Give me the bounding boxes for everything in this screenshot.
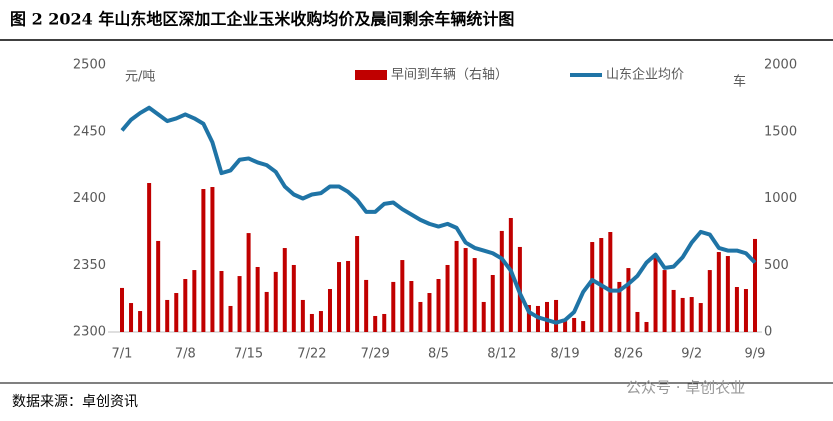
bar xyxy=(644,321,649,332)
x-tick-label: 7/1 xyxy=(112,347,133,362)
source: 数据来源：卓创资讯 xyxy=(12,394,138,410)
legend-label: 山东企业均价 xyxy=(606,67,684,83)
bar xyxy=(725,256,730,332)
bar xyxy=(219,270,224,332)
bar xyxy=(327,289,332,332)
bar xyxy=(617,281,622,332)
bar xyxy=(590,242,595,332)
bar xyxy=(300,299,305,332)
bar xyxy=(499,230,504,332)
bar xyxy=(463,248,468,332)
bar xyxy=(409,281,414,332)
x-tick-label: 9/9 xyxy=(745,347,766,362)
y-tick-label: 2350 xyxy=(73,258,106,273)
bar xyxy=(608,232,613,332)
bar xyxy=(346,260,351,332)
bar xyxy=(662,270,667,332)
bar xyxy=(472,258,477,332)
x-tick-label: 7/29 xyxy=(361,347,390,362)
bar xyxy=(436,279,441,332)
bar xyxy=(680,297,685,332)
bar xyxy=(147,183,152,332)
bar xyxy=(400,260,405,332)
line xyxy=(120,105,757,325)
bar xyxy=(490,274,495,332)
bar xyxy=(210,187,215,332)
x-tick-label: 8/26 xyxy=(614,347,643,362)
bar xyxy=(309,313,314,332)
bar xyxy=(734,287,739,332)
bar xyxy=(418,301,423,332)
bar xyxy=(635,311,640,332)
bar xyxy=(454,240,459,332)
bar xyxy=(689,297,694,332)
bar xyxy=(246,233,251,332)
bar xyxy=(545,301,550,332)
bar xyxy=(391,281,396,332)
bar xyxy=(671,289,676,332)
x-tick-label: 7/22 xyxy=(297,347,326,362)
legend-label: 早间到车辆（右轴） xyxy=(391,67,508,83)
bar xyxy=(554,299,559,332)
y2-tick-label: 1000 xyxy=(764,191,797,206)
bar xyxy=(237,276,242,332)
watermark: 公众号 · 卓创农业 xyxy=(626,379,745,397)
bar xyxy=(626,268,631,332)
bar xyxy=(282,248,287,332)
bar xyxy=(427,293,432,332)
chart-title: 图 2 2024 年山东地区深加工企业玉米收购均价及晨间剩余车辆统计图 xyxy=(10,10,514,29)
bar xyxy=(165,299,170,332)
bar xyxy=(273,271,278,332)
bar xyxy=(481,301,486,332)
x-tick-label: 7/15 xyxy=(234,347,263,362)
bar xyxy=(192,270,197,332)
bar xyxy=(526,305,531,332)
y2-tick-label: 1500 xyxy=(764,124,797,139)
bar xyxy=(255,266,260,332)
bar xyxy=(382,313,387,332)
x-tick-label: 8/5 xyxy=(428,347,449,362)
legend-swatch xyxy=(355,70,387,80)
bar xyxy=(707,270,712,332)
bar xyxy=(355,236,360,332)
y2-axis-label: 车 xyxy=(733,74,746,90)
bar xyxy=(174,293,179,332)
x-tick-label: 9/2 xyxy=(681,347,702,362)
y-axis-label: 元/吨 xyxy=(125,70,155,85)
bar xyxy=(228,305,233,332)
bar xyxy=(716,252,721,332)
bar xyxy=(373,315,378,332)
y-tick-label: 2450 xyxy=(73,124,106,139)
bar xyxy=(572,317,577,332)
bar xyxy=(120,287,124,332)
bar xyxy=(743,289,748,332)
bar xyxy=(264,291,269,332)
bar xyxy=(653,258,658,332)
y-tick-label: 2500 xyxy=(73,58,106,73)
bar xyxy=(563,319,568,332)
bar xyxy=(445,264,450,332)
y2-tick-label: 500 xyxy=(764,258,789,273)
bar xyxy=(291,264,296,332)
y2-tick-label: 0 xyxy=(764,325,772,340)
y-tick-label: 2300 xyxy=(73,325,106,340)
bar xyxy=(364,279,369,332)
y-tick-label: 2400 xyxy=(73,191,106,206)
x-tick-label: 8/19 xyxy=(550,347,579,362)
bar xyxy=(156,240,161,332)
x-tick-label: 7/8 xyxy=(175,347,196,362)
bar xyxy=(129,303,134,332)
y2-tick-label: 2000 xyxy=(764,58,797,73)
bar xyxy=(201,189,206,332)
bar xyxy=(183,279,188,332)
bar xyxy=(337,262,342,332)
x-tick-label: 8/12 xyxy=(487,347,516,362)
bar xyxy=(581,321,586,332)
bar xyxy=(138,311,143,332)
bar xyxy=(753,238,757,332)
bar xyxy=(698,303,703,332)
bar xyxy=(318,311,323,332)
